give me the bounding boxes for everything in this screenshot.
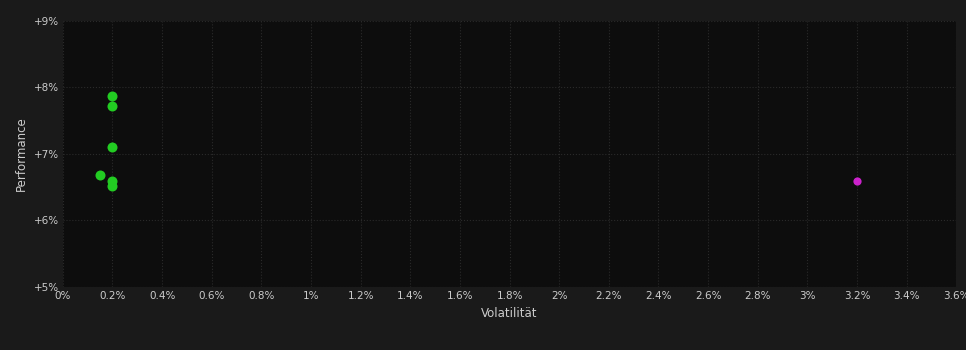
Point — [849, 178, 865, 183]
Point — [93, 173, 108, 178]
Point — [104, 103, 120, 109]
X-axis label: Volatilität: Volatilität — [481, 307, 538, 320]
Y-axis label: Performance: Performance — [14, 117, 28, 191]
Point — [104, 178, 120, 183]
Point — [104, 183, 120, 189]
Point — [104, 93, 120, 99]
Point — [104, 145, 120, 150]
